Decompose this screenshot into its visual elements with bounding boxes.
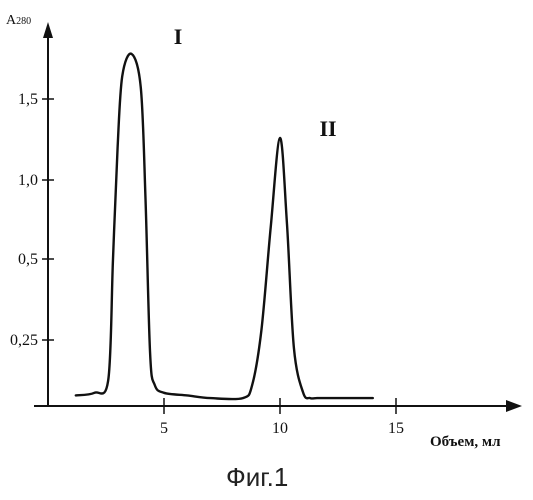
x-axis-arrowhead bbox=[506, 400, 522, 412]
y-axis-title-subscript: 280 bbox=[16, 16, 31, 27]
x-tick-label: 10 bbox=[272, 420, 288, 437]
x-ticks: 5 10 15 bbox=[160, 398, 404, 437]
figure-caption: Фиг.1 bbox=[226, 462, 288, 492]
peak-label: II bbox=[319, 116, 336, 141]
x-axis-title: Объем, мл bbox=[430, 434, 501, 450]
y-tick-label: 0,25 bbox=[10, 332, 38, 349]
y-axis-arrowhead bbox=[43, 22, 53, 38]
x-tick-label: 5 bbox=[160, 420, 168, 437]
peak-labels: III bbox=[174, 24, 337, 141]
y-tick-label: 1,0 bbox=[18, 172, 38, 189]
peak-label: I bbox=[174, 24, 183, 49]
y-tick-label: 1,5 bbox=[18, 91, 38, 108]
x-tick-label: 15 bbox=[388, 420, 404, 437]
y-axis-title: A280 bbox=[6, 13, 31, 28]
chromatogram-line bbox=[76, 54, 373, 400]
y-tick-label: 0,5 bbox=[18, 251, 38, 268]
